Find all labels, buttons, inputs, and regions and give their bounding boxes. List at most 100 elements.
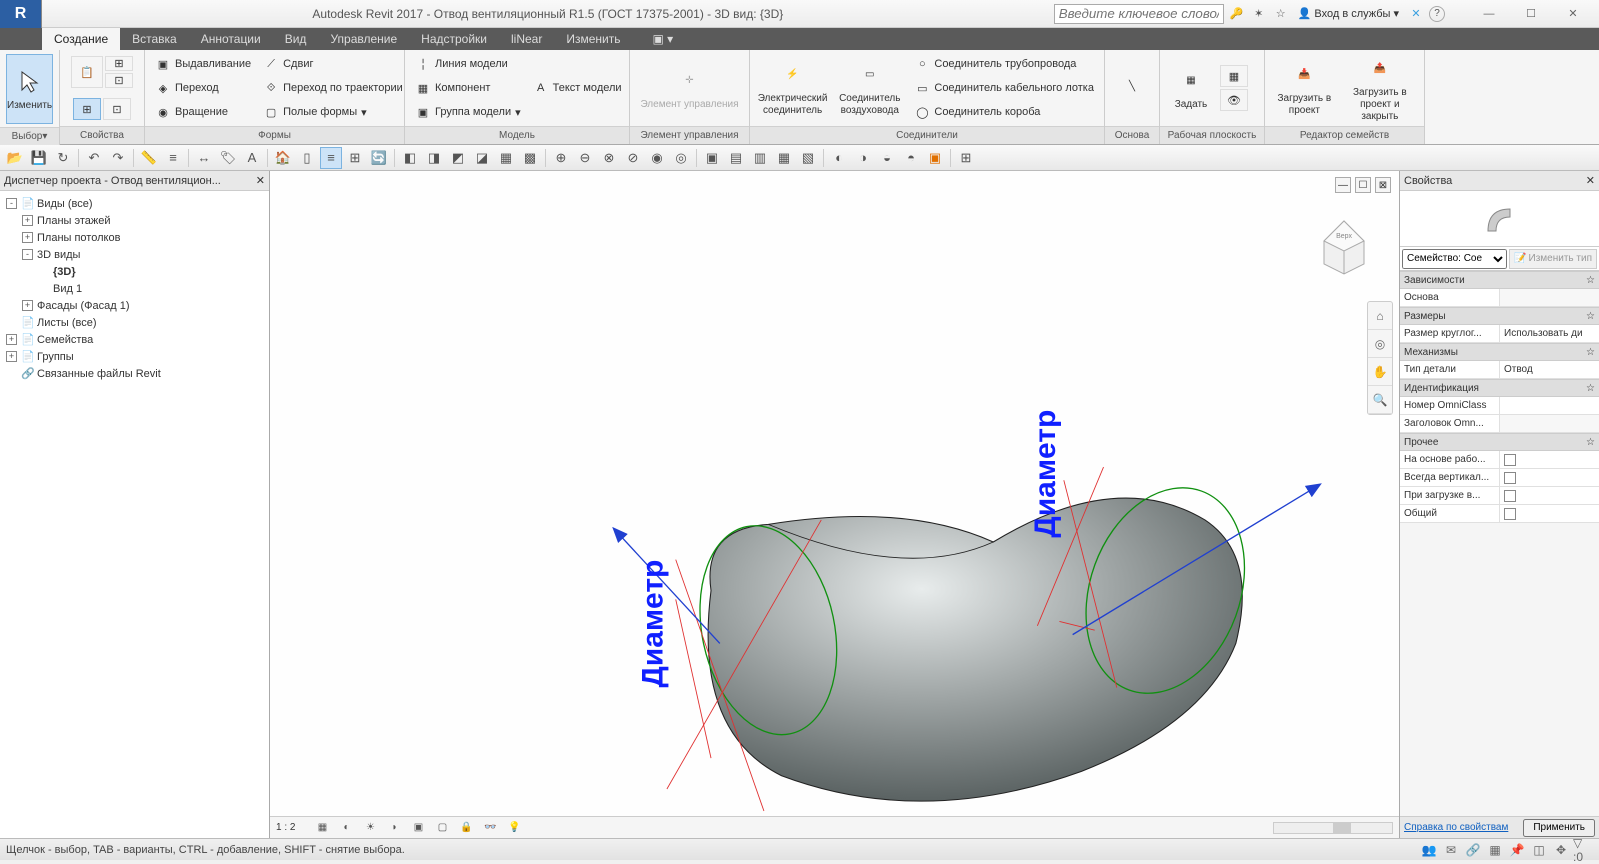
props-row[interactable]: Номер OmniClass bbox=[1400, 397, 1599, 415]
tree-node[interactable]: 🔗Связанные файлы Revit bbox=[4, 365, 265, 382]
props-group-header[interactable]: Идентификация☆ bbox=[1400, 379, 1599, 397]
ribbon-tab-7[interactable]: Изменить bbox=[554, 28, 632, 50]
show-workplane-button[interactable]: ▦ bbox=[1220, 65, 1248, 87]
qat-i3[interactable]: ◩ bbox=[447, 147, 469, 169]
qat-save-icon[interactable]: 💾 bbox=[28, 147, 50, 169]
modify-button[interactable]: Изменить bbox=[6, 54, 53, 124]
qat-i11[interactable]: ◉ bbox=[646, 147, 668, 169]
qat-i16[interactable]: ▦ bbox=[773, 147, 795, 169]
qat-i20[interactable]: ◒ bbox=[876, 147, 898, 169]
cabletray-connector-button[interactable]: ▭Соединитель кабельного лотка bbox=[910, 77, 1098, 99]
props-group-header[interactable]: Прочее☆ bbox=[1400, 433, 1599, 451]
viewcube[interactable]: Верх bbox=[1309, 211, 1379, 281]
reveal-icon[interactable]: 💡 bbox=[505, 819, 523, 837]
base-button[interactable]: ╲ bbox=[1111, 53, 1153, 123]
qat-i17[interactable]: ▧ bbox=[797, 147, 819, 169]
ribbon-tab-1[interactable]: Вставка bbox=[120, 28, 189, 50]
qat-i1[interactable]: ◧ bbox=[399, 147, 421, 169]
swept-blend-button[interactable]: ⟐Переход по траектории bbox=[259, 77, 407, 99]
type-selector[interactable]: Семейство: Сое bbox=[1402, 249, 1507, 269]
project-tree[interactable]: -📄Виды (все)+Планы этажей+Планы потолков… bbox=[0, 191, 269, 386]
view-scrollbar[interactable] bbox=[1273, 822, 1393, 834]
qat-i23[interactable]: ⊞ bbox=[955, 147, 977, 169]
status-select-underlay-icon[interactable]: ▦ bbox=[1485, 841, 1505, 859]
load-close-button[interactable]: 📤 Загрузить в проект и закрыть bbox=[1342, 53, 1418, 123]
qat-redo-icon[interactable]: ↷ bbox=[107, 147, 129, 169]
minimize-button[interactable]: — bbox=[1469, 3, 1509, 25]
model-line-button[interactable]: ╎Линия модели bbox=[411, 53, 525, 75]
ribbon-expand-icon[interactable]: ▣ ▾ bbox=[640, 28, 685, 50]
shadows-icon[interactable]: ◗ bbox=[385, 819, 403, 837]
ribbon-tab-4[interactable]: Управление bbox=[318, 28, 409, 50]
qat-i18[interactable]: ◐ bbox=[828, 147, 850, 169]
props-row[interactable]: Общий bbox=[1400, 505, 1599, 523]
props-group-header[interactable]: Механизмы☆ bbox=[1400, 343, 1599, 361]
qat-i5[interactable]: ▦ bbox=[495, 147, 517, 169]
edit-type-button[interactable]: 📝 Изменить тип bbox=[1509, 249, 1597, 269]
props-row[interactable]: Основа bbox=[1400, 289, 1599, 307]
view-max-icon[interactable]: ☐ bbox=[1355, 177, 1371, 193]
qat-dim-icon[interactable]: ↔ bbox=[193, 147, 215, 169]
model-text-button[interactable]: AТекст модели bbox=[529, 77, 626, 99]
nav-home-icon[interactable]: ⌂ bbox=[1368, 302, 1392, 330]
qat-i14[interactable]: ▤ bbox=[725, 147, 747, 169]
control-button[interactable]: ✛ Элемент управления bbox=[640, 53, 740, 123]
view-scale[interactable]: 1 : 2 bbox=[276, 822, 295, 833]
qat-i12[interactable]: ◎ bbox=[670, 147, 692, 169]
props-row[interactable]: Тип деталиОтвод bbox=[1400, 361, 1599, 379]
qat-i2[interactable]: ◨ bbox=[423, 147, 445, 169]
qat-align-icon[interactable]: ≡ bbox=[162, 147, 184, 169]
load-project-button[interactable]: 📥 Загрузить в проект bbox=[1271, 53, 1338, 123]
qat-i4[interactable]: ◪ bbox=[471, 147, 493, 169]
status-select-links-icon[interactable]: 🔗 bbox=[1463, 841, 1483, 859]
tree-node[interactable]: +Фасады (Фасад 1) bbox=[4, 297, 265, 314]
ribbon-tab-5[interactable]: Надстройки bbox=[409, 28, 499, 50]
model-group-button[interactable]: ▣Группа модели ▾ bbox=[411, 101, 525, 123]
tree-node[interactable]: +📄Семейства bbox=[4, 331, 265, 348]
props-row[interactable]: При загрузке в... bbox=[1400, 487, 1599, 505]
nav-zoom-icon[interactable]: 🔍 bbox=[1368, 386, 1392, 414]
visual-style-icon[interactable]: ◐ bbox=[337, 819, 355, 837]
family-cat-button[interactable]: ⊡ bbox=[103, 98, 131, 120]
qat-i6[interactable]: ▩ bbox=[519, 147, 541, 169]
conduit-connector-button[interactable]: ◯Соединитель короба bbox=[910, 101, 1098, 123]
qat-i13[interactable]: ▣ bbox=[701, 147, 723, 169]
viewport-canvas[interactable]: ДиаметрДиаметр — ☐ ⊠ Верх ⌂ ◎ ✋ 🔍 bbox=[270, 171, 1399, 816]
browser-close-icon[interactable]: ✕ bbox=[256, 174, 265, 187]
props-row[interactable]: На основе рабо... bbox=[1400, 451, 1599, 469]
tree-node[interactable]: +Планы этажей bbox=[4, 212, 265, 229]
qat-undo-icon[interactable]: ↶ bbox=[83, 147, 105, 169]
props-row[interactable]: Размер круглог...Использовать ди bbox=[1400, 325, 1599, 343]
qat-close-views-icon[interactable]: ⊞ bbox=[344, 147, 366, 169]
blend-button[interactable]: ◈Переход bbox=[151, 77, 255, 99]
apply-button[interactable]: Применить bbox=[1523, 819, 1595, 837]
qat-text-icon[interactable]: A bbox=[241, 147, 263, 169]
void-forms-button[interactable]: ▢Полые формы ▾ bbox=[259, 101, 407, 123]
view-close-icon[interactable]: ⊠ bbox=[1375, 177, 1391, 193]
electrical-connector-button[interactable]: ⚡ Электрический соединитель bbox=[756, 53, 829, 123]
maximize-button[interactable]: ☐ bbox=[1511, 3, 1551, 25]
ribbon-tab-2[interactable]: Аннотации bbox=[189, 28, 273, 50]
qat-open-icon[interactable]: 📂 bbox=[4, 147, 26, 169]
qat-i22[interactable]: ▣ bbox=[924, 147, 946, 169]
view-min-icon[interactable]: — bbox=[1335, 177, 1351, 193]
workplane-viewer-button[interactable]: 👁 bbox=[1220, 89, 1248, 111]
sun-path-icon[interactable]: ☀ bbox=[361, 819, 379, 837]
properties-button[interactable]: 📋 bbox=[71, 56, 103, 88]
checkbox[interactable] bbox=[1504, 490, 1516, 502]
crop-icon[interactable]: ▣ bbox=[409, 819, 427, 837]
status-filter-icon[interactable]: ▽ :0 bbox=[1573, 841, 1593, 859]
ribbon-tab-6[interactable]: liNear bbox=[499, 28, 554, 50]
sweep-button[interactable]: ⟋Сдвиг bbox=[259, 53, 407, 75]
qat-tag-icon[interactable]: 🏷 bbox=[217, 147, 239, 169]
exchange-icon[interactable]: ✶ bbox=[1250, 5, 1268, 23]
checkbox[interactable] bbox=[1504, 472, 1516, 484]
help-icon[interactable]: ? bbox=[1429, 6, 1445, 22]
props-group-header[interactable]: Зависимости☆ bbox=[1400, 271, 1599, 289]
status-drag-icon[interactable]: ✥ bbox=[1551, 841, 1571, 859]
qat-i21[interactable]: ◓ bbox=[900, 147, 922, 169]
close-button[interactable]: ✕ bbox=[1553, 3, 1593, 25]
qat-section-icon[interactable]: ▯ bbox=[296, 147, 318, 169]
sign-in-button[interactable]: 👤 Вход в службы ▾ bbox=[1294, 7, 1403, 20]
tree-node[interactable]: Вид 1 bbox=[4, 280, 265, 297]
